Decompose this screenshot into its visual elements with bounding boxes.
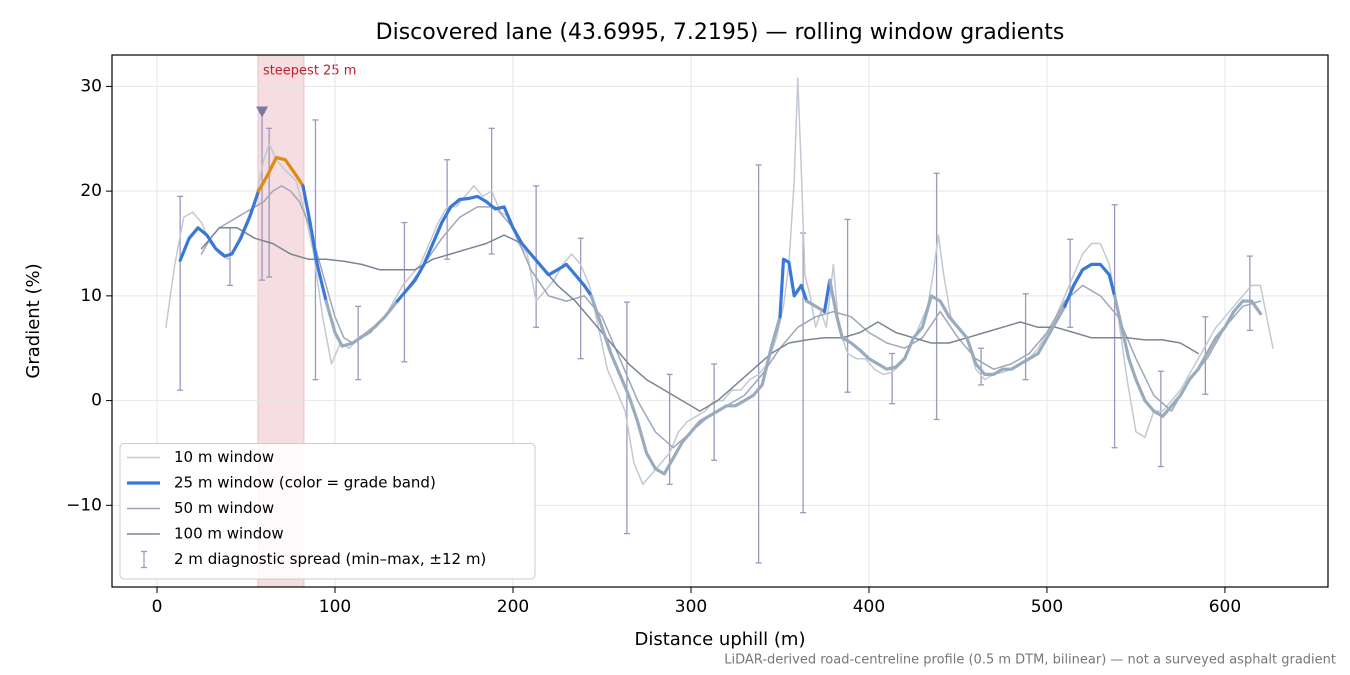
peak-marker [256,106,269,118]
y-axis-label: Gradient (%) [23,263,44,378]
error-bar [889,352,896,405]
series-line [200,227,1199,412]
x-tick-label: 0 [152,597,163,617]
series-line [256,156,305,193]
error-bar [1246,255,1253,332]
error-bar [533,185,540,328]
x-axis-label: Distance uphill (m) [635,629,806,650]
y-tick-label: 20 [80,181,102,201]
series-line [822,278,832,314]
legend-swatch [141,550,147,569]
series-line [778,257,809,319]
error-bar [978,347,985,386]
series-line [589,294,782,476]
error-bar [266,127,273,278]
y-tick-label: 10 [80,286,102,306]
footnote: LiDAR-derived road-centreline profile (0… [724,653,1336,668]
y-tick-label: 30 [80,76,102,96]
series-line [1113,294,1263,418]
legend-box [119,443,536,580]
series-line [805,299,827,314]
series-line [395,194,593,303]
error-bar [933,172,940,421]
x-tick-label: 500 [1031,597,1063,617]
plot-frame [111,54,1329,588]
legend-label: 25 m window (color = grade band) [174,474,436,492]
series-line [828,278,1067,376]
error-bar [577,237,584,360]
legend-label: 10 m window [174,448,274,466]
error-bar [177,195,184,391]
series-line [178,189,261,262]
x-tick-label: 100 [319,597,351,617]
legend-label: 2 m diagnostic spread (min–max, ±12 m) [174,550,486,568]
y-tick-label: 0 [91,391,102,411]
series-line [200,185,1262,449]
x-tick-label: 400 [853,597,885,617]
legend-label: 100 m window [174,525,284,543]
series-line [301,184,328,303]
legend-label: 50 m window [174,499,274,517]
x-tick-label: 300 [675,597,707,617]
series-line [324,299,399,348]
error-bar [1157,370,1164,468]
chart-title: Discovered lane (43.6995, 7.2195) — roll… [376,20,1065,45]
error-bar [1111,204,1118,449]
x-tick-label: 600 [1209,597,1241,617]
error-bar [844,218,851,393]
error-bar [355,305,362,381]
series-line [1063,262,1117,308]
y-tick-label: −10 [66,495,102,515]
highlight-label: steepest 25 m [263,64,356,79]
error-bar [1022,293,1029,381]
error-bar [444,159,451,260]
x-tick-label: 200 [497,597,529,617]
